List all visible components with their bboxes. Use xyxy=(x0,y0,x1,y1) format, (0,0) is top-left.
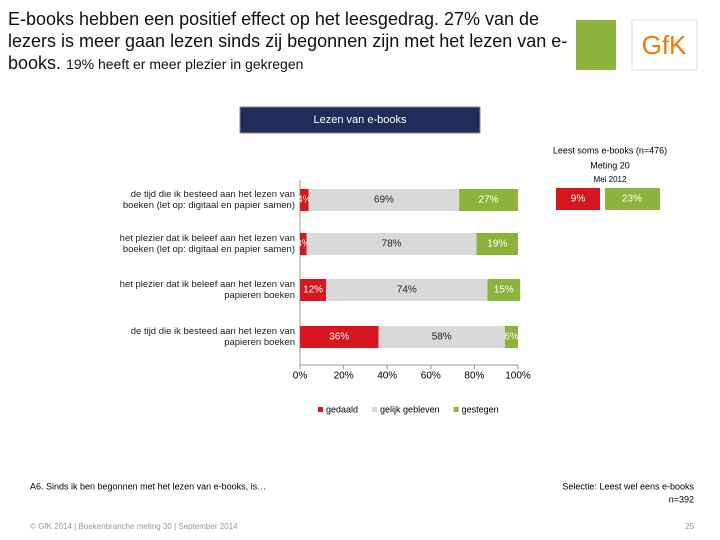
value-label: 74% xyxy=(397,285,417,296)
value-label: 4% xyxy=(297,195,312,206)
value-label: 36% xyxy=(329,332,349,343)
selection: Selectie: Leest wel eens e-books xyxy=(562,481,694,491)
legend-label: gedaald xyxy=(326,404,358,414)
title-main: E-books hebben een positief effect op he… xyxy=(8,9,568,73)
bar-segment xyxy=(308,189,460,211)
value-label: 78% xyxy=(382,239,402,250)
x-tick-label: 80% xyxy=(464,371,484,382)
category-label: het plezier dat ik beleef aan het lezen … xyxy=(119,279,295,301)
bar-segment xyxy=(326,279,488,301)
bar-segment xyxy=(300,326,379,348)
logo-mark xyxy=(576,20,616,70)
logo-box xyxy=(631,19,698,71)
x-tick-label: 20% xyxy=(334,371,354,382)
comparison-label: 23% xyxy=(622,194,642,205)
comparison-label: 9% xyxy=(571,194,586,205)
comparison-box xyxy=(556,188,600,210)
value-label: 3% xyxy=(296,239,311,250)
legend-swatch xyxy=(372,407,378,412)
x-tick-label: 40% xyxy=(377,371,397,382)
value-label: 19% xyxy=(487,239,507,250)
bar-segment xyxy=(300,279,327,301)
legend-label: gelijk gebleven xyxy=(380,404,440,414)
header-box xyxy=(239,106,481,134)
value-label: 27% xyxy=(479,195,499,206)
logo: GfK xyxy=(642,30,687,60)
x-tick-label: 0% xyxy=(293,371,308,382)
sample-size: n=392 xyxy=(669,494,694,504)
legend-swatch xyxy=(318,407,323,412)
category-label: de tijd die ik besteed aan het lezen van… xyxy=(122,189,295,211)
value-label: 6% xyxy=(504,332,519,343)
bar-segment xyxy=(487,279,521,301)
legend-label: gestegen xyxy=(462,404,499,414)
category-label: de tijd die ik besteed aan het lezen van… xyxy=(130,326,295,348)
bar-segment xyxy=(300,189,309,211)
category-label: het plezier dat ik beleef aan het lezen … xyxy=(119,233,295,255)
bar-segment xyxy=(459,189,518,211)
x-tick-label: 60% xyxy=(421,371,441,382)
value-label: 12% xyxy=(303,285,323,296)
comparison-date: Mei 2012 xyxy=(594,175,627,184)
title-extra: 19% heeft er meer plezier in gekregen xyxy=(66,56,304,72)
bar-segment xyxy=(306,233,477,255)
comparison-box xyxy=(605,188,660,210)
comparison-subtitle: Meting 20 xyxy=(590,160,630,170)
bar-segment xyxy=(504,326,518,348)
bar-segment xyxy=(378,326,505,348)
bar-segment xyxy=(300,233,307,255)
page-number: 25 xyxy=(685,522,694,531)
chart-title: Lezen van e-books xyxy=(314,114,407,126)
legend-swatch xyxy=(453,407,459,412)
question: A6. Sinds ik ben begonnen met het lezen … xyxy=(30,481,266,491)
copyright: © GfK 2014 | Boekenbranche meting 30 | S… xyxy=(30,522,238,531)
x-tick-label: 100% xyxy=(505,371,531,382)
value-label: 69% xyxy=(374,195,394,206)
bar-segment xyxy=(476,233,518,255)
value-label: 15% xyxy=(494,285,514,296)
value-label: 58% xyxy=(432,332,452,343)
comparison-title: Leest soms e-books (n=476) xyxy=(553,145,667,155)
slide-title: E-books hebben een positief effect op he… xyxy=(8,8,578,75)
